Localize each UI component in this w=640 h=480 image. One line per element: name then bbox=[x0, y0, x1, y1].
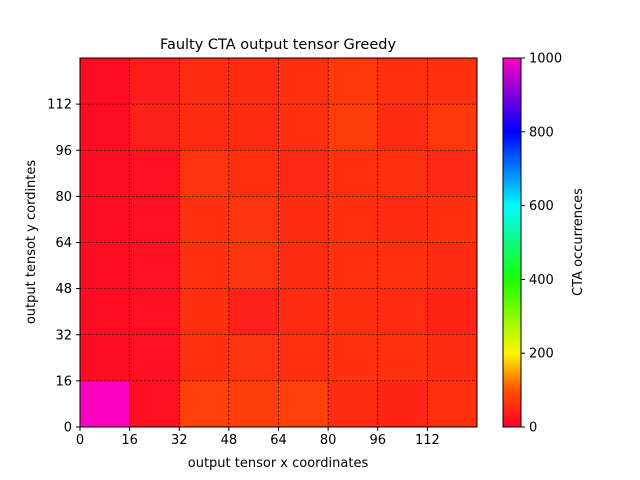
colorbar-axis: 0 200 400 600 800 1000 bbox=[521, 52, 562, 436]
heatmap-cell bbox=[377, 334, 428, 382]
heatmap-cell bbox=[427, 334, 478, 382]
heatmap-cell bbox=[278, 150, 329, 197]
heatmap-cell bbox=[80, 288, 131, 336]
heatmap-cell bbox=[179, 104, 230, 151]
y-tick-label: 64 bbox=[55, 236, 72, 251]
heatmap-cell bbox=[427, 58, 478, 105]
heatmap-cell bbox=[328, 242, 379, 290]
heatmap-cell bbox=[278, 104, 329, 151]
x-axis-label: output tensor x coordinates bbox=[188, 456, 369, 471]
heatmap-cell bbox=[228, 58, 279, 105]
heatmap-cell bbox=[328, 104, 379, 151]
heatmap-cell bbox=[179, 242, 230, 290]
x-tick-label: 64 bbox=[270, 433, 287, 448]
heatmap-cell bbox=[228, 104, 279, 151]
y-tick-label: 16 bbox=[55, 374, 72, 389]
x-tick-label: 80 bbox=[320, 433, 337, 448]
heatmap-cell bbox=[377, 58, 428, 105]
heatmap-cell bbox=[129, 196, 180, 243]
heatmap-cell bbox=[278, 242, 329, 290]
heatmap-cell bbox=[179, 288, 230, 336]
heatmap-cell bbox=[129, 150, 180, 197]
heatmap-cell bbox=[377, 104, 428, 151]
heatmap-cell bbox=[377, 150, 428, 197]
heatmap-cell bbox=[80, 58, 131, 105]
heatmap-cell bbox=[328, 150, 379, 197]
y-tick-label: 32 bbox=[55, 328, 72, 343]
heatmap-cell bbox=[179, 58, 230, 105]
heatmap-cell bbox=[179, 380, 230, 428]
chart-title: Faulty CTA output tensor Greedy bbox=[160, 37, 397, 53]
heatmap-cell bbox=[278, 334, 329, 382]
y-tick-label: 48 bbox=[55, 282, 72, 297]
heatmap-cell bbox=[129, 288, 180, 336]
heatmap-cell bbox=[377, 380, 428, 428]
y-axis: 0 16 32 48 64 80 96 112 bbox=[47, 98, 80, 436]
y-tick-label: 80 bbox=[55, 190, 72, 205]
y-axis-label: output tensot y cordintes bbox=[24, 160, 39, 325]
heatmap-cell bbox=[80, 150, 131, 197]
heatmap-cell bbox=[129, 58, 180, 105]
heatmap-cell bbox=[228, 150, 279, 197]
colorbar-tick-label: 600 bbox=[529, 199, 554, 214]
colorbar-label: CTA occurrences bbox=[571, 188, 586, 296]
y-tick-label: 0 bbox=[64, 421, 72, 436]
heatmap-cell bbox=[278, 288, 329, 336]
heatmap-cell bbox=[228, 242, 279, 290]
heatmap-cell bbox=[427, 288, 478, 336]
heatmap-cell bbox=[377, 288, 428, 336]
heatmap-cell bbox=[228, 288, 279, 336]
heatmap-cell bbox=[80, 196, 131, 243]
colorbar bbox=[502, 57, 522, 428]
heatmap-cell bbox=[427, 104, 478, 151]
x-tick-label: 32 bbox=[171, 433, 188, 448]
heatmap-cell bbox=[328, 334, 379, 382]
heatmap-cell bbox=[427, 196, 478, 243]
x-tick-label: 48 bbox=[221, 433, 238, 448]
gridlines bbox=[80, 58, 477, 427]
y-tick-label: 112 bbox=[47, 98, 72, 113]
heatmap-cell bbox=[377, 242, 428, 290]
heatmap-cell bbox=[427, 150, 478, 197]
heatmap-cells bbox=[80, 58, 478, 428]
heatmap-cell bbox=[80, 242, 131, 290]
colorbar-tick-label: 0 bbox=[529, 421, 537, 436]
heatmap-cell bbox=[328, 380, 379, 428]
heatmap-cell bbox=[129, 380, 180, 428]
heatmap-cell bbox=[328, 196, 379, 243]
heatmap-cell bbox=[179, 150, 230, 197]
colorbar-tick-label: 1000 bbox=[529, 52, 562, 67]
x-tick-label: 112 bbox=[415, 433, 440, 448]
heatmap-cell bbox=[179, 196, 230, 243]
heatmap-cell bbox=[129, 104, 180, 151]
x-tick-label: 96 bbox=[369, 433, 386, 448]
heatmap-cell bbox=[179, 334, 230, 382]
heatmap-cell bbox=[80, 380, 131, 428]
heatmap-cell bbox=[129, 334, 180, 382]
heatmap-cell bbox=[80, 334, 131, 382]
y-tick-label: 96 bbox=[55, 144, 72, 159]
colorbar-tick-label: 400 bbox=[529, 273, 554, 288]
heatmap-cell bbox=[278, 380, 329, 428]
heatmap-cell bbox=[228, 334, 279, 382]
heatmap-cell bbox=[228, 380, 279, 428]
heatmap-cell bbox=[377, 196, 428, 243]
heatmap-cell bbox=[328, 58, 379, 105]
heatmap-cell bbox=[427, 242, 478, 290]
heatmap-cell bbox=[80, 104, 131, 151]
x-tick-label: 16 bbox=[121, 433, 138, 448]
colorbar-tick-label: 200 bbox=[529, 347, 554, 362]
heatmap-cell bbox=[129, 242, 180, 290]
heatmap-cell bbox=[278, 58, 329, 105]
heatmap-cell bbox=[228, 196, 279, 243]
heatmap-cell bbox=[278, 196, 329, 243]
heatmap-cell bbox=[328, 288, 379, 336]
heatmap-cell bbox=[427, 380, 478, 428]
x-tick-label: 0 bbox=[76, 433, 84, 448]
x-axis: 0 16 32 48 64 80 96 112 bbox=[76, 427, 440, 448]
colorbar-tick-label: 800 bbox=[529, 125, 554, 140]
